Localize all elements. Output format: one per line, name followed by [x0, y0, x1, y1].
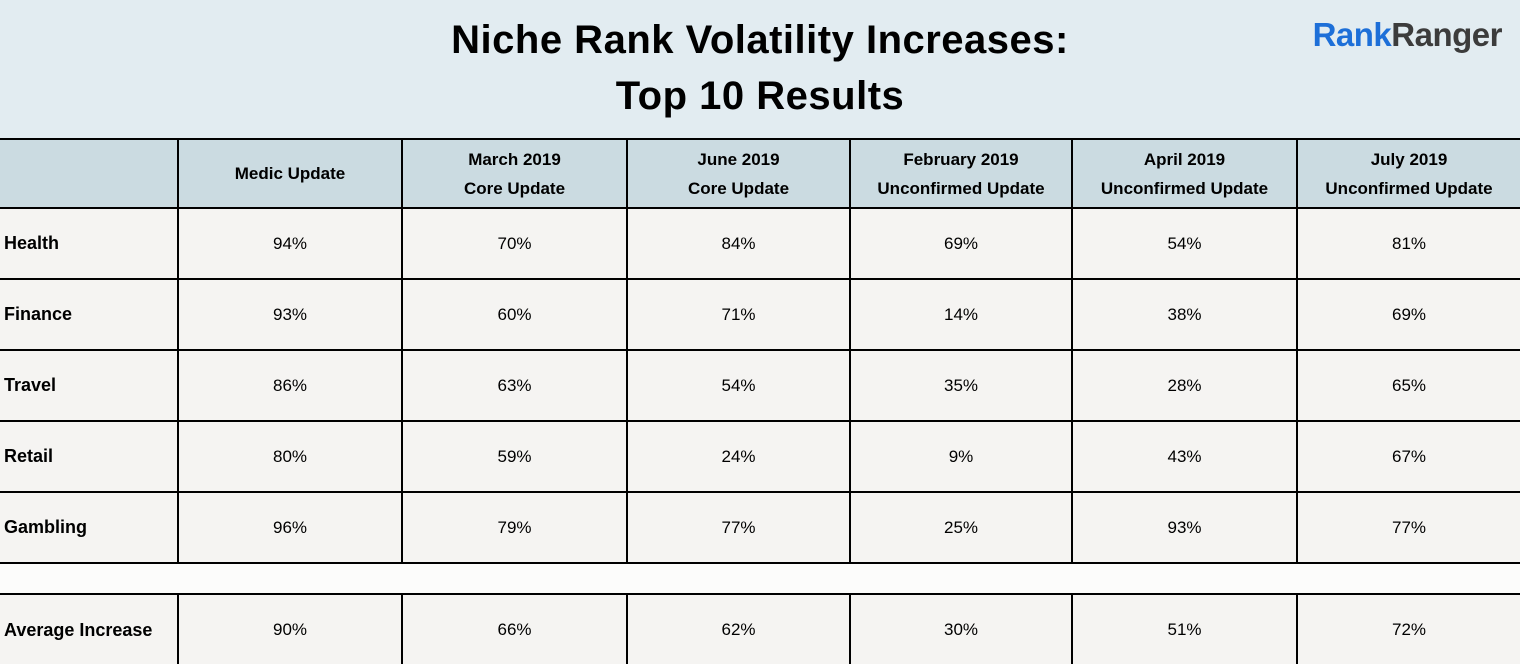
row-label-health: Health: [0, 207, 179, 280]
value-cell: 38%: [1071, 278, 1298, 351]
value-cell: 77%: [1296, 491, 1520, 564]
value-cell: 65%: [1296, 349, 1520, 422]
header-line: February 2019: [903, 149, 1019, 169]
table-row-travel: Travel 86% 63% 54% 35% 28% 65%: [0, 349, 1520, 422]
value-cell: 81%: [1296, 207, 1520, 280]
table-row-gambling: Gambling 96% 79% 77% 25% 93% 77%: [0, 491, 1520, 564]
value-cell: 70%: [401, 207, 628, 280]
header-line: June 2019: [697, 149, 780, 169]
value-cell: 72%: [1296, 593, 1520, 664]
value-cell: 30%: [849, 593, 1073, 664]
value-cell: 93%: [1071, 491, 1298, 564]
row-label-travel: Travel: [0, 349, 179, 422]
value-cell: 80%: [177, 420, 403, 493]
value-cell: 67%: [1296, 420, 1520, 493]
value-cell: 14%: [849, 278, 1073, 351]
value-cell: 62%: [626, 593, 851, 664]
col-header-march-2019: March 2019 Core Update: [401, 138, 628, 209]
corner-cell: [0, 138, 179, 209]
value-cell: 24%: [626, 420, 851, 493]
value-cell: 71%: [626, 278, 851, 351]
value-cell: 54%: [626, 349, 851, 422]
value-cell: 59%: [401, 420, 628, 493]
value-cell: 90%: [177, 593, 403, 664]
value-cell: 93%: [177, 278, 403, 351]
col-header-july-2019: July 2019 Unconfirmed Update: [1296, 138, 1520, 209]
col-header-june-2019: June 2019 Core Update: [626, 138, 851, 209]
rankranger-logo: RankRanger: [1312, 16, 1503, 54]
header-line: July 2019: [1370, 149, 1448, 169]
header-line: Unconfirmed Update: [1325, 178, 1493, 198]
row-label-retail: Retail: [0, 420, 179, 493]
value-cell: 60%: [401, 278, 628, 351]
value-cell: 69%: [849, 207, 1073, 280]
table-row-health: Health 94% 70% 84% 69% 54% 81%: [0, 207, 1520, 280]
header-line: Core Update: [463, 178, 566, 198]
value-cell: 9%: [849, 420, 1073, 493]
value-cell: 63%: [401, 349, 628, 422]
header-row: Medic Update March 2019 Core Update June…: [0, 138, 1520, 209]
title-band: Niche Rank Volatility Increases: Top 10 …: [0, 0, 1520, 138]
separator-row: [0, 562, 1520, 595]
page-title-line-2: Top 10 Results: [615, 74, 905, 118]
header-line: Medic Update: [234, 164, 346, 183]
value-cell: 54%: [1071, 207, 1298, 280]
separator-cell: [0, 562, 1520, 595]
logo-part-ranger: Ranger: [1391, 16, 1502, 53]
logo-part-rank: Rank: [1312, 16, 1392, 53]
value-cell: 35%: [849, 349, 1073, 422]
header-line: Unconfirmed Update: [877, 178, 1045, 198]
col-header-medic-update: Medic Update: [177, 138, 403, 209]
value-cell: 94%: [177, 207, 403, 280]
table-row-average-increase: Average Increase 90% 66% 62% 30% 51% 72%: [0, 593, 1520, 664]
row-label-gambling: Gambling: [0, 491, 179, 564]
col-header-february-2019: February 2019 Unconfirmed Update: [849, 138, 1073, 209]
value-cell: 69%: [1296, 278, 1520, 351]
header-line: April 2019: [1143, 149, 1226, 169]
value-cell: 25%: [849, 491, 1073, 564]
table-row-finance: Finance 93% 60% 71% 14% 38% 69%: [0, 278, 1520, 351]
header-line: Core Update: [687, 178, 790, 198]
value-cell: 79%: [401, 491, 628, 564]
row-label-average-increase: Average Increase: [0, 593, 179, 664]
page-title-line-1: Niche Rank Volatility Increases:: [451, 18, 1069, 62]
value-cell: 43%: [1071, 420, 1298, 493]
header-line: March 2019: [468, 149, 561, 169]
row-label-finance: Finance: [0, 278, 179, 351]
value-cell: 77%: [626, 491, 851, 564]
value-cell: 66%: [401, 593, 628, 664]
value-cell: 86%: [177, 349, 403, 422]
volatility-table: Medic Update March 2019 Core Update June…: [0, 138, 1520, 664]
value-cell: 96%: [177, 491, 403, 564]
value-cell: 84%: [626, 207, 851, 280]
header-line: Unconfirmed Update: [1100, 178, 1269, 198]
table-row-retail: Retail 80% 59% 24% 9% 43% 67%: [0, 420, 1520, 493]
value-cell: 51%: [1071, 593, 1298, 664]
col-header-april-2019: April 2019 Unconfirmed Update: [1071, 138, 1298, 209]
value-cell: 28%: [1071, 349, 1298, 422]
